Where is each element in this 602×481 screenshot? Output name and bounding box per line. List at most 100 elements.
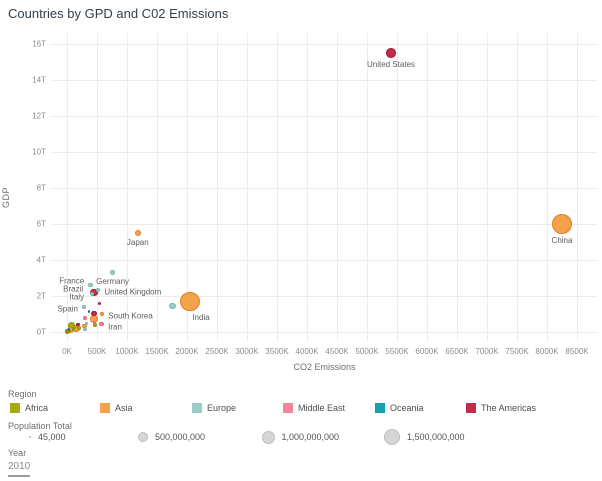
region-legend-item-oceania[interactable]: Oceania — [375, 402, 424, 414]
x-tick-label: 5500K — [385, 347, 409, 356]
x-tick-label: 8000K — [535, 347, 559, 356]
data-point[interactable] — [83, 327, 87, 332]
gridline-vertical — [217, 33, 218, 341]
data-point[interactable] — [169, 302, 176, 310]
data-point-iran[interactable] — [99, 321, 105, 327]
x-tick-label: 7000K — [475, 347, 499, 356]
mark-label: India — [192, 312, 210, 322]
gridline-vertical — [487, 33, 488, 341]
gridline-horizontal — [52, 332, 597, 333]
gridline-vertical — [97, 33, 98, 341]
region-legend-item-europe[interactable]: Europe — [192, 402, 236, 414]
y-tick-label: 0T — [36, 327, 46, 337]
region-legend-label: Oceania — [390, 403, 424, 413]
y-tick-label: 10T — [32, 147, 46, 157]
mark-label: Germany — [96, 277, 130, 287]
gridline-vertical — [337, 33, 338, 341]
data-point-united-states[interactable] — [386, 48, 396, 58]
data-point[interactable] — [90, 310, 97, 317]
region-swatch — [283, 403, 293, 413]
data-point[interactable] — [76, 325, 82, 331]
mark-label: Spain — [57, 304, 78, 314]
x-tick-label: 8500K — [565, 347, 589, 356]
gridline-vertical — [517, 33, 518, 341]
mark-label: Iran — [108, 322, 122, 332]
mark-label: South Korea — [108, 311, 153, 321]
population-size-label: 45,000 — [38, 432, 66, 442]
data-point[interactable] — [82, 315, 88, 321]
gridline-vertical — [577, 33, 578, 341]
data-point[interactable] — [84, 321, 88, 326]
data-point[interactable] — [71, 327, 76, 331]
region-swatch — [375, 403, 385, 413]
y-tick-label: 8T — [36, 183, 46, 193]
region-swatch — [192, 403, 202, 413]
data-point[interactable] — [97, 301, 101, 305]
data-point-india[interactable] — [180, 291, 200, 311]
year-parameter-value[interactable]: 2010 — [8, 461, 31, 472]
x-tick-label: 6500K — [445, 347, 469, 356]
year-parameter-slider[interactable] — [8, 475, 30, 477]
data-point-germany[interactable] — [110, 270, 116, 276]
gridline-vertical — [277, 33, 278, 341]
data-point-france[interactable] — [88, 283, 93, 288]
region-legend-label: The Americas — [481, 403, 537, 413]
gridline-vertical — [157, 33, 158, 341]
y-tick-label: 12T — [32, 111, 46, 121]
data-point[interactable] — [82, 323, 87, 329]
population-size-circle[interactable] — [29, 436, 31, 438]
data-point-united-kingdom[interactable] — [96, 287, 101, 292]
gridline-horizontal — [52, 260, 597, 261]
population-size-circle[interactable] — [138, 432, 148, 442]
y-tick-label: 4T — [36, 255, 46, 265]
gridline-horizontal — [52, 296, 597, 297]
x-tick-label: 5000K — [355, 347, 379, 356]
gridline-horizontal — [52, 152, 597, 153]
mark-label: Japan — [126, 238, 149, 248]
x-tick-label: 2000K — [175, 347, 199, 356]
x-tick-label: 0K — [62, 347, 72, 356]
region-legend-item-middle-east[interactable]: Middle East — [283, 402, 345, 414]
data-point[interactable] — [76, 322, 80, 327]
mark-label: Italy — [69, 292, 85, 302]
x-tick-label: 4000K — [295, 347, 319, 356]
region-legend-item-asia[interactable]: Asia — [100, 402, 133, 414]
x-tick-label: 3500K — [265, 347, 289, 356]
region-legend-item-africa[interactable]: Africa — [10, 402, 48, 414]
y-tick-label: 16T — [32, 39, 46, 49]
region-swatch — [100, 403, 110, 413]
gridline-vertical — [247, 33, 248, 341]
population-legend-title: Population Total — [8, 421, 72, 431]
population-size-label: 500,000,000 — [155, 432, 206, 442]
population-size-circle[interactable] — [261, 430, 275, 444]
gridline-horizontal — [52, 80, 597, 81]
region-legend-title: Region — [8, 389, 37, 399]
gridline-horizontal — [52, 44, 597, 45]
data-point-italy[interactable] — [90, 292, 95, 297]
data-point-japan[interactable] — [134, 229, 141, 237]
region-swatch — [10, 403, 20, 413]
gridline-vertical — [457, 33, 458, 341]
data-point-china[interactable] — [552, 214, 572, 234]
population-size-circle[interactable] — [384, 429, 400, 445]
mark-label: China — [551, 235, 573, 245]
region-legend-label: Europe — [207, 403, 237, 413]
data-point-south-korea[interactable] — [100, 312, 105, 316]
data-point-spain[interactable] — [81, 304, 86, 309]
gridline-vertical — [127, 33, 128, 341]
data-point[interactable] — [93, 321, 96, 324]
region-swatch — [466, 403, 476, 413]
x-tick-label: 500K — [87, 347, 107, 356]
gridline-vertical — [367, 33, 368, 341]
gridline-horizontal — [52, 116, 597, 117]
mark-label: France — [59, 276, 85, 286]
gridline-vertical — [547, 33, 548, 341]
region-legend-item-the-americas[interactable]: The Americas — [466, 402, 536, 414]
region-legend-label: Asia — [115, 403, 133, 413]
data-point[interactable] — [68, 328, 71, 331]
gridline-vertical — [307, 33, 308, 341]
y-tick-label: 14T — [32, 75, 46, 85]
x-tick-label: 7500K — [505, 347, 529, 356]
chart-title: Countries by GPD and C02 Emissions — [8, 6, 229, 21]
